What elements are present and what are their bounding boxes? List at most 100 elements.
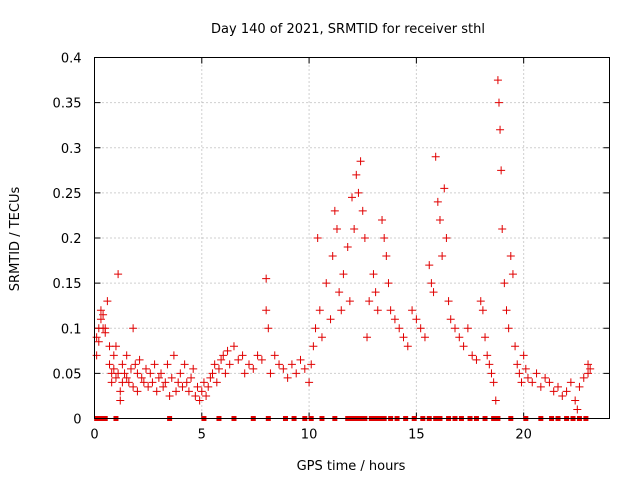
data-point [99,310,108,319]
data-point [133,369,142,378]
data-point [219,351,228,360]
data-point [483,351,492,360]
data-point [103,297,112,306]
data-point [212,378,221,387]
data-point [451,324,459,333]
y-tick-label: 0.35 [53,97,82,112]
data-point [485,360,494,369]
data-point [165,391,174,400]
data-point [238,351,247,360]
data-point [283,373,292,382]
data-point [182,378,191,387]
data-point [416,324,425,333]
data-point [217,355,226,364]
data-point [270,351,279,360]
data-point [352,170,361,179]
data-point [332,224,341,233]
data-point [126,364,135,373]
data-point [199,378,208,387]
data-point [262,274,271,283]
data-point [438,252,447,261]
data-point [528,378,537,387]
data-point [446,315,455,324]
data-point [96,315,105,324]
data-point [504,324,513,333]
data-point [107,378,116,387]
data-point [172,387,181,396]
data-point [399,333,408,342]
y-ticks: 0 0.05 0.1 0.15 0.2 0.25 0.3 0.35 0.4 [53,52,610,428]
data-point [330,206,339,215]
data-point [214,364,223,373]
data-point [506,252,515,261]
data-point [496,125,505,134]
data-point [508,270,517,279]
data-point [365,297,374,306]
data-point [343,243,352,252]
data-point [584,369,593,378]
x-tick-label: 15 [408,428,425,443]
data-point [184,387,193,396]
data-point [137,373,146,382]
data-point [116,396,125,405]
data-point [197,387,206,396]
grid-layer [94,57,610,419]
data-point [176,369,185,378]
data-point [249,364,258,373]
data-point [124,378,133,387]
data-point [354,188,363,197]
data-point [105,360,114,369]
data-point [433,197,442,206]
data-point [541,373,550,382]
data-point [262,306,271,315]
data-point [96,306,105,315]
data-point [313,234,322,242]
data-point [92,333,101,342]
data-point [187,373,196,382]
data-point [339,270,348,279]
data-point [193,382,202,391]
data-point [296,355,305,364]
data-point [150,360,159,369]
data-point [122,373,131,382]
data-point [300,364,309,373]
data-point [427,279,436,288]
data-point [287,360,296,369]
data-point [129,382,138,391]
data-point [169,351,178,360]
data-point [584,360,593,369]
data-point [122,351,131,360]
data-point [221,369,230,378]
data-point [118,360,127,369]
data-point [101,324,110,333]
y-tick-label: 0.15 [53,277,82,292]
data-point [146,369,155,378]
data-point [515,369,524,378]
data-point [114,270,123,279]
data-point [579,373,588,382]
data-point [517,378,526,387]
data-point [161,378,170,387]
y-tick-label: 0.05 [53,367,82,382]
data-point [157,369,166,378]
data-point [523,373,532,382]
data-point [373,306,382,315]
x-ticks: 0 5 10 15 20 [90,57,532,443]
data-point [371,288,380,297]
data-point [489,378,498,387]
data-point [463,324,472,333]
x-tick-label: 0 [90,428,98,443]
data-point [111,342,120,351]
data-point [154,373,163,382]
x-tick-label: 20 [515,428,532,443]
chart-title: Day 140 of 2021, SRMTID for receiver sth… [211,22,485,37]
data-point [521,364,530,373]
data-point [356,157,365,166]
data-point [494,98,503,107]
data-point [139,378,148,387]
data-point [225,360,234,369]
data-point [455,333,464,342]
data-point [245,360,253,369]
data-point [109,364,118,373]
